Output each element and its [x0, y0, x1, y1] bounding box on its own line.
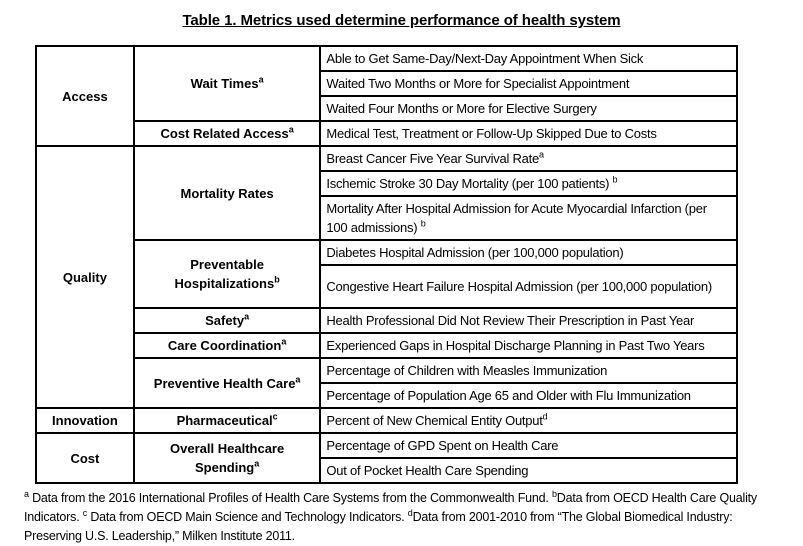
- table-footnote: a Data from the 2016 International Profi…: [24, 489, 786, 546]
- metric-cell: Percent of New Chemical Entity Outputd: [319, 407, 738, 434]
- footnote-marker-b: b: [551, 488, 557, 499]
- table-row: Preventable Hospitalizationsb Diabetes H…: [36, 239, 738, 309]
- metric-text: Breast Cancer Five Year Survival Rate: [326, 151, 539, 166]
- metric-text: Percentage of Children with Measles Immu…: [326, 363, 608, 378]
- table-row: Innovation Pharmaceuticalc Percent of Ne…: [35, 407, 738, 434]
- table-row: Waited Two Months or More for Specialist…: [36, 70, 738, 97]
- footnote-text-a: Data from the 2016 International Profile…: [28, 491, 552, 505]
- footnote-text-b: Data from OECD Health Care Quality Indic…: [24, 491, 757, 524]
- metric-cell: Percentage of Children with Measles Immu…: [319, 357, 738, 384]
- subcategory-label: Pharmaceutical: [176, 413, 273, 428]
- table-row: Waited Four Months or More for Elective …: [36, 95, 738, 122]
- subcategory-cell-overall-healthcare-spending: Overall Healthcare Spendinga: [132, 432, 322, 484]
- footnote-marker: a: [244, 311, 250, 322]
- table-row: Safetya Health Professional Did Not Revi…: [36, 307, 738, 334]
- metric-cell: Health Professional Did Not Review Their…: [319, 307, 738, 334]
- subcategory-cell-care-coordination: Care Coordinationa: [132, 332, 322, 359]
- subcategory-cell-preventive-health-care: Preventive Health Carea: [132, 357, 322, 409]
- subcategory-cell-cost-related-access: Cost Related Accessa: [132, 120, 322, 147]
- metric-cell: Breast Cancer Five Year Survival Ratea: [319, 145, 738, 172]
- metric-text: Congestive Heart Failure Hospital Admiss…: [326, 279, 712, 294]
- subcategory-label: Overall Healthcare Spending: [170, 441, 285, 475]
- footnote-marker: a: [281, 336, 287, 347]
- metrics-table: Access Wait Timesa Able to Get Same-Day/…: [35, 45, 738, 484]
- table-row: Quality Mortality Rates Breast Cancer Fi…: [35, 145, 738, 409]
- subcategory-label: Cost Related Access: [160, 126, 289, 141]
- footnote-marker-d: d: [407, 507, 413, 518]
- metric-cell: Able to Get Same-Day/Next-Day Appointmen…: [319, 45, 738, 72]
- metric-cell: Waited Two Months or More for Specialist…: [319, 70, 738, 97]
- metric-cell: Mortality After Hospital Admission for A…: [319, 195, 738, 241]
- subcategory-label: Care Coordination: [167, 338, 282, 353]
- metric-text: Percentage of Population Age 65 and Olde…: [326, 388, 691, 403]
- metric-text: Experienced Gaps in Hospital Discharge P…: [326, 338, 705, 353]
- metric-text: Waited Four Months or More for Elective …: [326, 101, 597, 116]
- metric-cell: Congestive Heart Failure Hospital Admiss…: [319, 264, 738, 309]
- metric-text: Percentage of GPD Spent on Health Care: [326, 438, 559, 453]
- subcategory-cell-preventable-hospitalizations: Preventable Hospitalizationsb: [132, 239, 322, 309]
- footnote-marker: c: [272, 411, 278, 422]
- metric-cell: Out of Pocket Health Care Spending: [319, 457, 738, 484]
- metric-cell: Diabetes Hospital Admission (per 100,000…: [319, 239, 738, 266]
- table-row: Mortality After Hospital Admission for A…: [36, 195, 738, 241]
- table-row: Preventive Health Carea Percentage of Ch…: [36, 357, 738, 409]
- subcategory-label: Preventive Health Care: [153, 375, 296, 391]
- metric-text: Out of Pocket Health Care Spending: [326, 463, 529, 478]
- footnote-marker: a: [539, 149, 544, 160]
- table-title: Table 1. Metrics used determine performa…: [182, 12, 621, 29]
- metric-text: Waited Two Months or More for Specialist…: [326, 76, 630, 91]
- subcategory-cell-wait-times: Wait Timesa: [132, 45, 322, 122]
- footnote-marker-c: c: [82, 507, 88, 518]
- metric-text: Health Professional Did Not Review Their…: [326, 313, 695, 328]
- metric-cell: Percentage of GPD Spent on Health Care: [319, 432, 738, 459]
- table-row: Access Wait Timesa Able to Get Same-Day/…: [35, 45, 738, 147]
- subcategory-label: Safety: [205, 313, 245, 328]
- metric-cell: Experienced Gaps in Hospital Discharge P…: [319, 332, 738, 359]
- subcategory-label: Preventable Hospitalizations: [174, 257, 275, 291]
- footnote-marker: b: [420, 218, 426, 229]
- metric-text: Percent of New Chemical Entity Output: [326, 413, 543, 428]
- table-row: Cost Related Accessa Medical Test, Treat…: [36, 120, 738, 147]
- footnote-text-d: Data from 2001-2010 from “The Global Bio…: [24, 510, 733, 543]
- metric-cell: Waited Four Months or More for Elective …: [319, 95, 738, 122]
- footnote-marker: b: [274, 274, 280, 285]
- metric-text: Mortality After Hospital Admission for A…: [326, 201, 707, 235]
- footnote-marker: b: [612, 174, 618, 185]
- table-row: Cost Overall Healthcare Spendinga Percen…: [35, 432, 738, 484]
- table-row: Care Coordinationa Experienced Gaps in H…: [36, 332, 738, 359]
- footnote-text-c: Data from OECD Main Science and Technolo…: [87, 510, 408, 524]
- metric-cell: Medical Test, Treatment or Follow-Up Ski…: [319, 120, 738, 147]
- footnote-marker: d: [542, 411, 548, 422]
- metric-text: Medical Test, Treatment or Follow-Up Ski…: [326, 126, 657, 141]
- subcategory-label: Mortality Rates: [180, 185, 274, 201]
- table-row: Percentage of Population Age 65 and Olde…: [36, 382, 738, 409]
- footnote-marker: a: [288, 124, 294, 135]
- table-row: Ischemic Stroke 30 Day Mortality (per 10…: [36, 170, 738, 197]
- category-cell-cost: Cost: [35, 432, 135, 484]
- subcategory-cell-pharmaceutical: Pharmaceuticalc: [132, 407, 322, 434]
- footnote-marker-a: a: [24, 488, 29, 499]
- category-cell-quality: Quality: [35, 145, 135, 409]
- footnote-marker: a: [258, 74, 264, 85]
- subcategory-cell-safety: Safetya: [132, 307, 322, 334]
- table-row: Out of Pocket Health Care Spending: [36, 457, 738, 484]
- metric-cell: Percentage of Population Age 65 and Olde…: [319, 382, 738, 409]
- metric-text: Ischemic Stroke 30 Day Mortality (per 10…: [326, 176, 613, 191]
- footnote-marker: a: [254, 458, 260, 469]
- footnote-marker: a: [295, 374, 301, 385]
- subcategory-label: Wait Times: [190, 76, 259, 91]
- table-row: Congestive Heart Failure Hospital Admiss…: [36, 264, 738, 309]
- subcategory-cell-mortality-rates: Mortality Rates: [132, 145, 322, 241]
- metric-text: Diabetes Hospital Admission (per 100,000…: [326, 245, 624, 260]
- category-cell-innovation: Innovation: [35, 407, 135, 434]
- category-cell-access: Access: [35, 45, 135, 147]
- metric-text: Able to Get Same-Day/Next-Day Appointmen…: [326, 51, 644, 66]
- metric-cell: Ischemic Stroke 30 Day Mortality (per 10…: [319, 170, 738, 197]
